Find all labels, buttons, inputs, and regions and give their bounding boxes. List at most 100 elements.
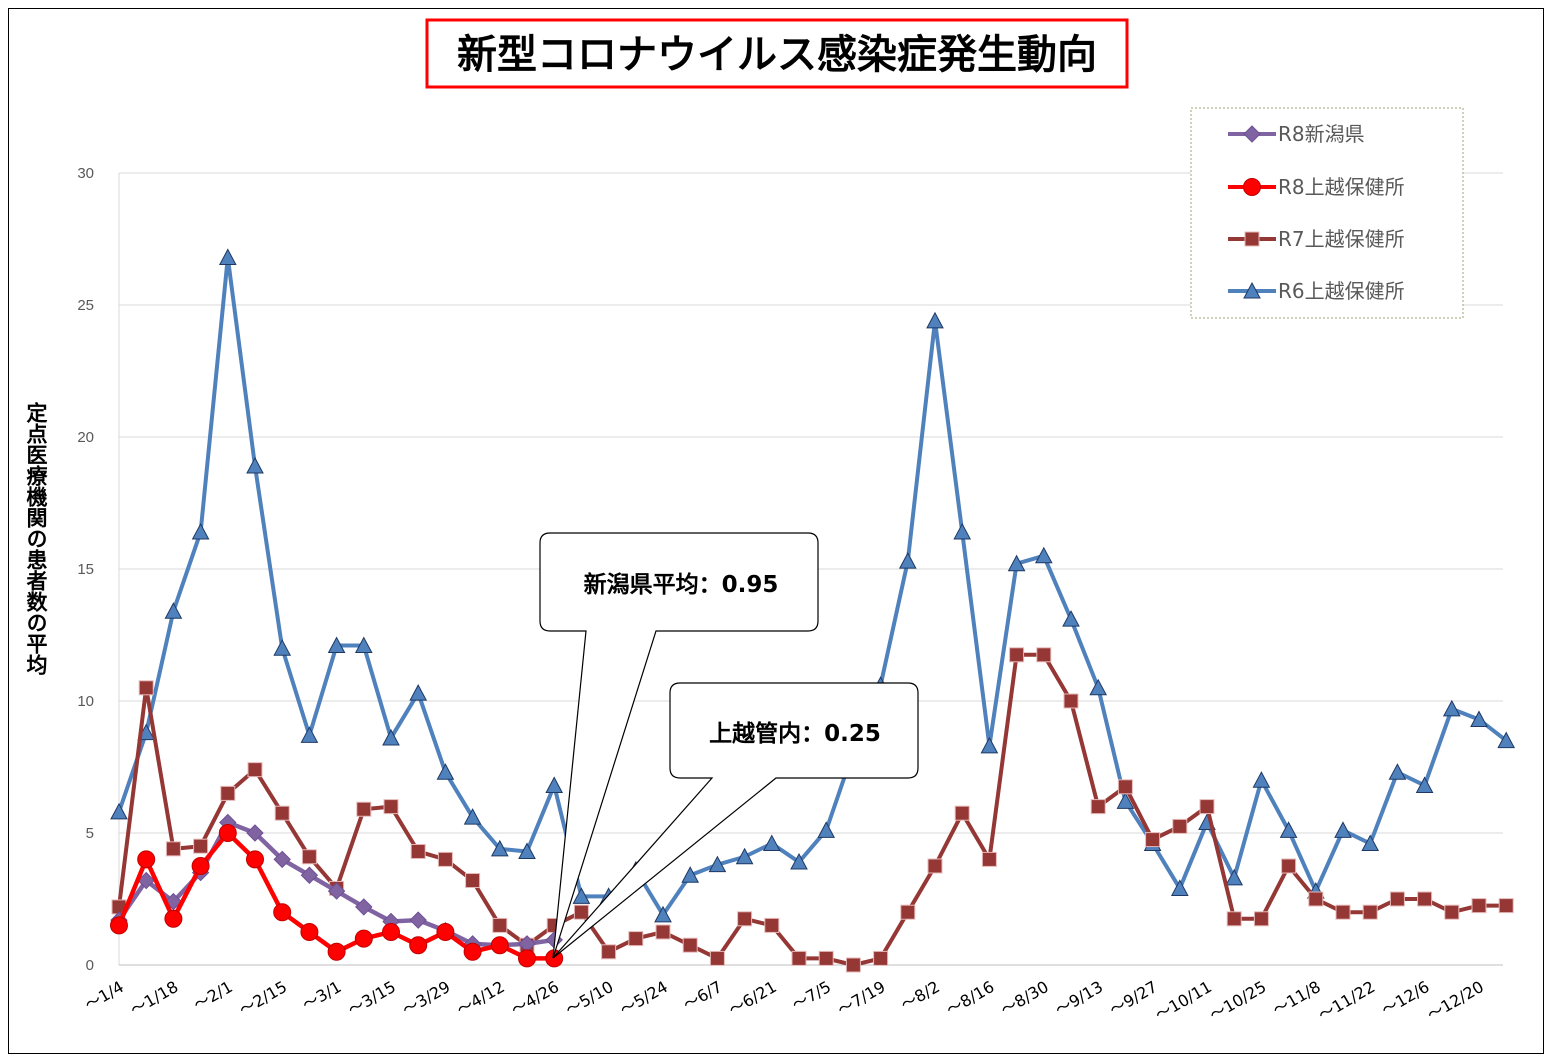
data-point (383, 799, 399, 815)
legend-label: R7上越保健所 (1278, 227, 1405, 251)
data-point (165, 841, 181, 857)
x-tick-label: ～7/5 (789, 977, 835, 1014)
legend: R8新潟県 R8上越保健所 R7上越保健所 R6上越保健所 (1190, 107, 1464, 319)
data-point (1335, 904, 1351, 920)
data-point (708, 855, 727, 873)
y-tick-label: 30 (77, 165, 94, 182)
series-group (110, 248, 1516, 973)
legend-marker (1244, 231, 1260, 247)
data-point (300, 726, 319, 743)
legend-label: R8新潟県 (1278, 122, 1365, 146)
callout-niigata-text: 新潟県平均：0.95 (584, 571, 779, 598)
x-tick-label: ～3/1 (299, 977, 345, 1014)
data-point (873, 950, 889, 966)
data-point (273, 639, 292, 656)
data-point (382, 923, 400, 941)
data-point (436, 763, 455, 780)
series-2 (111, 647, 1514, 973)
data-point (1389, 891, 1405, 907)
data-point (465, 873, 481, 889)
x-tick-label: ～12/20 (1424, 977, 1487, 1025)
x-tick-label: ～9/13 (1052, 977, 1106, 1019)
data-point (764, 917, 780, 933)
data-point (1145, 832, 1161, 848)
x-tick-label: ～8/2 (897, 977, 943, 1014)
data-point (1036, 647, 1052, 663)
data-point (762, 834, 781, 852)
data-point (246, 850, 264, 869)
data-point (164, 602, 183, 619)
legend-marker (1243, 178, 1261, 196)
data-point (436, 923, 455, 941)
x-tick-label: ～1/18 (127, 977, 181, 1019)
x-tick-label: ～7/19 (834, 977, 888, 1019)
callout-niigata-shape (539, 532, 819, 959)
data-point (1471, 898, 1487, 914)
data-point (110, 916, 128, 935)
x-tick-label: ～5/10 (562, 977, 616, 1019)
data-point (1252, 771, 1271, 788)
data-point (247, 762, 263, 778)
x-tick-label: ～1/4 (81, 977, 127, 1014)
data-point (191, 522, 210, 540)
data-point (492, 917, 508, 933)
x-tick-label: ～4/26 (508, 977, 562, 1019)
x-tick-label: ～3/29 (399, 977, 453, 1019)
data-point (790, 852, 808, 870)
data-point (953, 522, 972, 540)
data-point (654, 905, 672, 923)
data-point (682, 937, 698, 953)
data-point (954, 805, 970, 821)
y-axis-label: 定点医療機関の患者数の平均 (24, 401, 48, 675)
x-tick-label: ～4/12 (453, 977, 507, 1019)
data-point (409, 911, 427, 929)
x-tick-label: ～5/24 (617, 977, 671, 1019)
data-point (1007, 554, 1026, 572)
x-tick-label: ～11/8 (1269, 977, 1323, 1019)
legend-marker (1243, 281, 1261, 299)
data-point (980, 736, 999, 754)
data-point (300, 866, 319, 884)
data-point (818, 950, 834, 966)
x-tick-label: ～2/1 (190, 977, 236, 1014)
data-point (193, 838, 209, 854)
data-point (327, 636, 346, 654)
data-point (191, 857, 210, 875)
data-point (490, 839, 509, 857)
y-tick-label: 0 (86, 957, 94, 974)
data-point (356, 801, 372, 817)
series-line (117, 652, 1507, 967)
x-tick-labels: ～1/4 ～1/18 ～2/1 ～2/15 ～3/1 ～3/15 ～3/29 ～4/12 ～4/… (81, 977, 1487, 1025)
data-point (926, 311, 944, 329)
x-tick-label: ～2/15 (236, 977, 290, 1019)
data-point (273, 850, 291, 869)
data-point (655, 924, 671, 940)
data-point (1170, 879, 1189, 896)
data-point (518, 842, 536, 859)
data-point (218, 248, 237, 265)
data-point (273, 903, 292, 922)
data-point (545, 776, 564, 793)
x-tick-label: ～9/27 (1106, 977, 1160, 1019)
data-point (1034, 546, 1053, 564)
data-point (327, 942, 346, 961)
data-point (518, 949, 536, 968)
x-tick-label: ～8/30 (997, 977, 1051, 1019)
data-point (354, 929, 373, 948)
x-tick-label: ～11/22 (1315, 977, 1378, 1025)
data-point (110, 802, 128, 820)
data-point (164, 909, 183, 928)
x-tick-label: ～12/6 (1378, 977, 1432, 1019)
y-tick-label: 5 (86, 825, 94, 842)
x-tick-label: ～6/21 (725, 977, 779, 1019)
y-tick-label: 10 (77, 693, 94, 710)
data-point (1415, 776, 1434, 793)
data-point (1199, 799, 1215, 815)
x-tick-label: ～8/16 (943, 977, 997, 1019)
data-point (1362, 904, 1378, 920)
data-point (354, 636, 373, 654)
data-point (898, 552, 917, 569)
data-point (1470, 710, 1488, 727)
data-point (355, 898, 373, 916)
chart-frame (8, 8, 1544, 1054)
